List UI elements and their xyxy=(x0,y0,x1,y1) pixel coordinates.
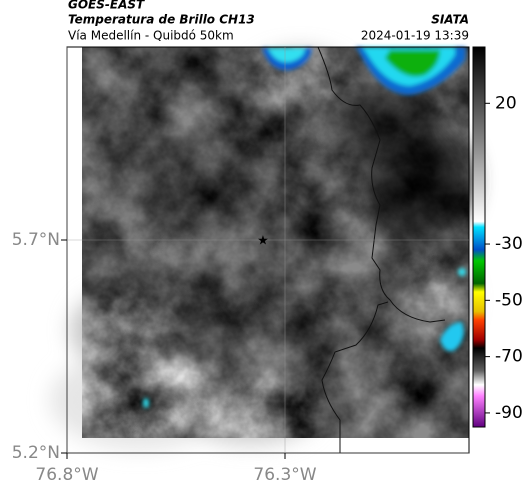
location-marker: ★ xyxy=(257,234,269,249)
colorbar-tick-label: 20 xyxy=(495,93,517,113)
border xyxy=(317,46,446,453)
lat-tick-label: 5.7°N xyxy=(12,230,60,250)
grid xyxy=(66,47,469,454)
lon-tick-label: 76.3°W xyxy=(253,465,316,485)
colorbar xyxy=(472,46,486,428)
colorbar-ticks: 20 -30 -50 -70 -90 xyxy=(485,93,523,423)
imagery xyxy=(50,47,475,450)
title: GOES-EAST xyxy=(68,0,145,12)
lon-tick-label: 76.8°W xyxy=(35,465,98,485)
colorbar-tick-label: -30 xyxy=(495,234,523,254)
datetime: 2024-01-19 13:39 xyxy=(361,29,469,43)
subtitle: Temperatura de Brillo CH13 xyxy=(68,13,255,27)
region: Vía Medellín - Quibdó 50km xyxy=(68,29,234,43)
lat-tick-label: 5.2°N xyxy=(12,443,60,463)
colorbar-tick-label: -90 xyxy=(495,403,523,423)
colorbar-tick-label: -70 xyxy=(495,347,523,367)
colorbar-tick-label: -50 xyxy=(495,290,523,310)
source: SIATA xyxy=(431,13,469,27)
